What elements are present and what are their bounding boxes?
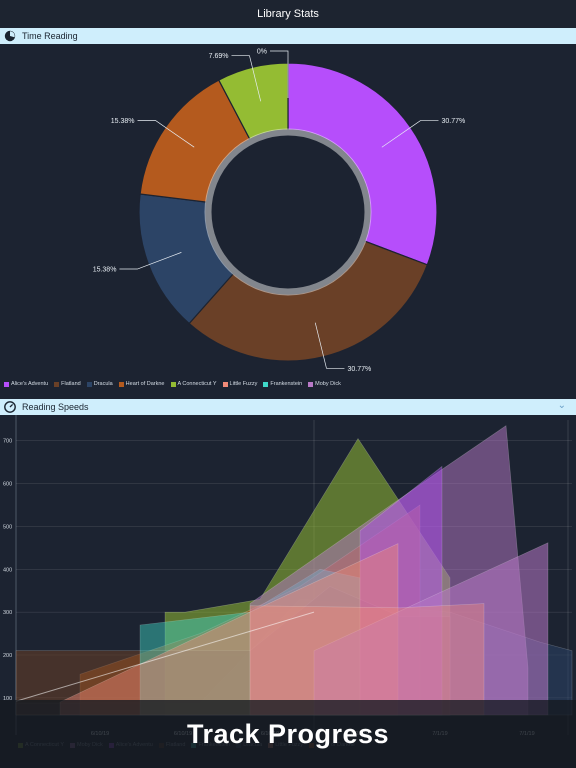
time-reading-header[interactable]: Time Reading (0, 28, 576, 44)
legend-label: A Connecticut Y (177, 381, 217, 387)
pie-label-line (314, 322, 345, 369)
caption-banner: Track Progress (0, 700, 576, 768)
pie-label-line (381, 120, 439, 148)
pie-slice (287, 62, 438, 266)
caption-text: Track Progress (186, 718, 390, 749)
legend-item: Moby Dick (308, 379, 341, 389)
legend-swatch (54, 381, 60, 387)
legend-item: Dracula (86, 379, 113, 389)
trend-line (15, 611, 315, 702)
legend-swatch (308, 381, 314, 387)
legend-label: Little Fuzzy (229, 381, 258, 387)
legend-label: Flatland (61, 381, 81, 387)
pie-label-line (270, 50, 289, 98)
y-tick-label: 600 (3, 482, 12, 488)
app-title-bar: Library Stats (0, 0, 576, 28)
legend-label: Moby Dick (315, 381, 341, 387)
legend-label: Frankenstein (270, 381, 303, 387)
legend-label: Heart of Darkne (125, 381, 165, 387)
reading-speeds-label: Reading Speeds (22, 402, 89, 412)
legend-swatch (222, 381, 228, 387)
y-tick-label: 300 (3, 610, 12, 616)
pie-slice (188, 240, 429, 362)
speedometer-icon (4, 401, 16, 413)
pie-label-line (231, 55, 262, 102)
legend-swatch (4, 381, 9, 387)
legend-item: Frankenstein (263, 379, 302, 389)
pie-label-line (119, 252, 182, 270)
legend-swatch (170, 381, 176, 387)
legend-item: Alice's Adventu (4, 379, 48, 389)
time-reading-pie-chart: 30.77% 30.77% 15.38% 15.38% 7.69% 0% (0, 44, 576, 398)
legend-swatch (263, 381, 269, 387)
pie-inner-ring (204, 128, 372, 296)
app-title: Library Stats (257, 8, 319, 20)
legend-item: Heart of Darkne (118, 379, 165, 389)
pie-slice-label: 15.38% (111, 118, 135, 125)
y-tick-label: 100 (3, 696, 12, 702)
pie-slice-label: 0% (257, 49, 267, 56)
time-reading-label: Time Reading (22, 31, 78, 41)
pie-slice-label: 7.69% (209, 53, 229, 60)
legend-label: Alice's Adventu (11, 381, 49, 387)
time-reading-legend: Alice's Adventu Flatland Dracula Heart of D… (4, 379, 341, 389)
y-tick-label: 400 (3, 567, 12, 573)
legend-item: Flatland (54, 379, 81, 389)
y-tick-label: 700 (3, 439, 12, 445)
pie-slice-label: 30.77% (442, 118, 466, 125)
pie-chart-icon (4, 30, 16, 42)
legend-swatch (86, 381, 92, 387)
y-tick-label: 500 (3, 524, 12, 530)
pie-slice-label: 15.38% (93, 267, 117, 274)
legend-swatch (118, 381, 124, 387)
legend-label: Dracula (93, 381, 113, 387)
pie-label-line (137, 120, 195, 148)
legend-item: Little Fuzzy (222, 379, 258, 389)
area-series (249, 603, 485, 716)
legend-item: A Connecticut Y (170, 379, 217, 389)
y-tick-label: 200 (3, 653, 12, 659)
pie-slice-label: 30.77% (347, 366, 371, 373)
reading-speeds-header[interactable]: Reading Speeds ⌄ (0, 399, 576, 415)
chevron-down-icon[interactable]: ⌄ (557, 400, 566, 411)
